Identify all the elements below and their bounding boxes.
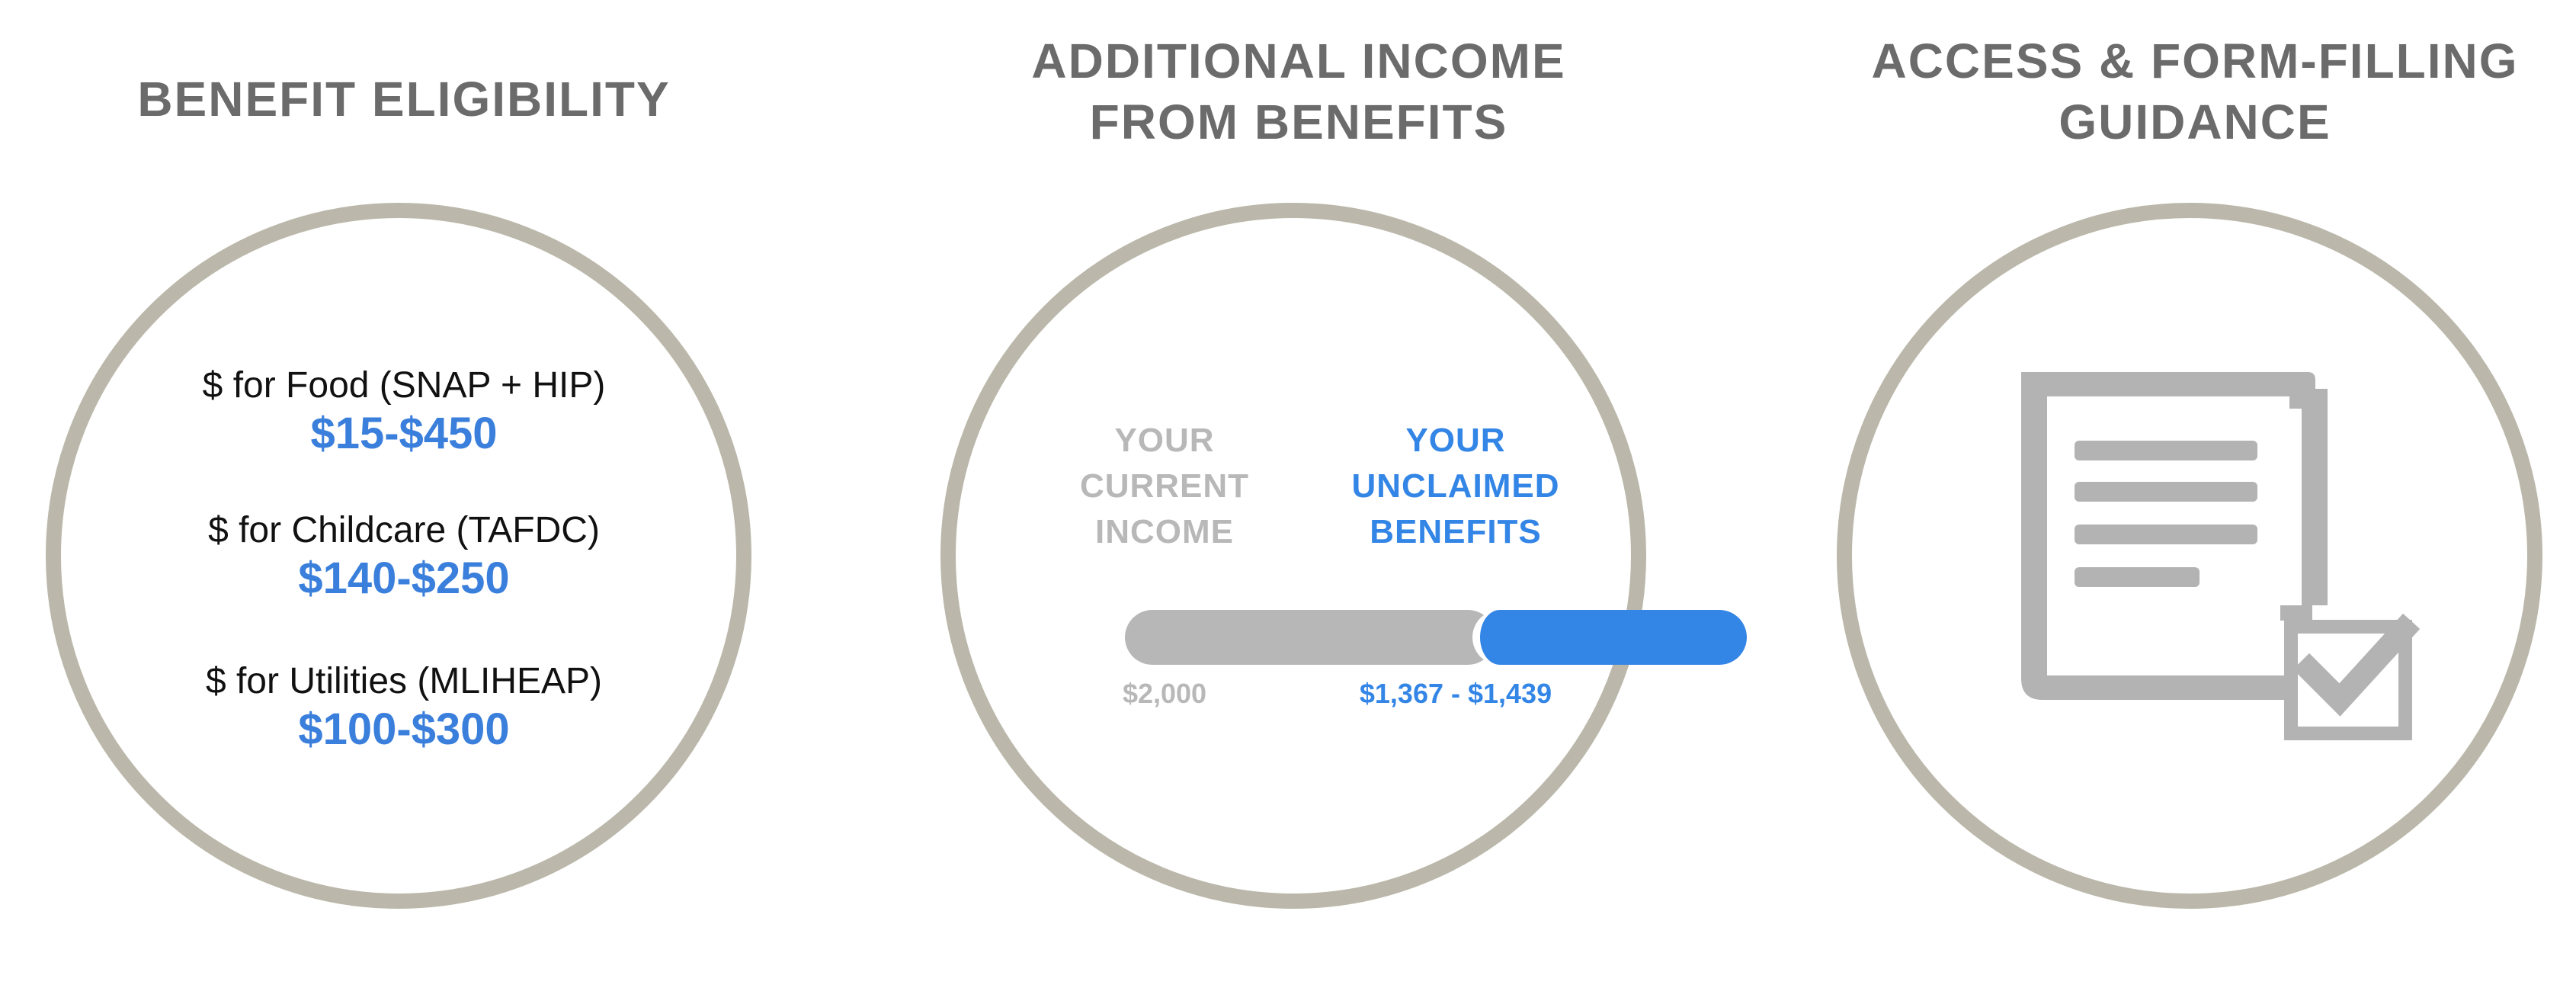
benefit-label: $ for Childcare (TAFDC): [208, 510, 600, 550]
document-line: [2075, 567, 2200, 587]
panel-title: ACCESS & FORM-FILLING GUIDANCE: [1871, 34, 2519, 149]
document-outline: [2021, 372, 2328, 700]
benefit-range: $140-$250: [298, 553, 510, 603]
benefit-label: $ for Food (SNAP + HIP): [202, 365, 606, 406]
document-line: [2075, 525, 2257, 544]
additional-income-panel: ADDITIONAL INCOME FROM BENEFITS YOUR CUR…: [918, 0, 1747, 985]
benefit-range: $15-$450: [310, 409, 498, 458]
benefit-food: $ for Food (SNAP + HIP) $15-$450: [23, 363, 785, 459]
checkbox-icon: [2284, 620, 2412, 740]
current-income-amount: $2,000: [1122, 678, 1207, 709]
benefit-childcare: $ for Childcare (TAFDC) $140-$250: [23, 508, 785, 604]
unclaimed-benefits-label: YOUR UNCLAIMED BENEFITS: [1351, 422, 1560, 550]
benefit-label: $ for Utilities (MLIHEAP): [205, 661, 603, 701]
current-income-bar: [1125, 610, 1495, 665]
document-checkmark-icon: [2021, 372, 2421, 740]
document-line: [2075, 482, 2257, 502]
benefit-utilities: $ for Utilities (MLIHEAP) $100-$300: [23, 659, 785, 755]
unclaimed-benefits-bar: [1472, 610, 1747, 665]
document-line: [2075, 441, 2257, 460]
unclaimed-benefits-amount: $1,367 - $1,439: [1359, 678, 1552, 709]
checkmark-icon: [2292, 613, 2421, 717]
panel-title: ADDITIONAL INCOME FROM BENEFITS: [1031, 34, 1566, 149]
benefit-eligibility-panel: BENEFIT ELIGIBILITY $ for Food (SNAP + H…: [23, 0, 785, 985]
benefit-range: $100-$300: [298, 704, 510, 754]
current-income-label: YOUR CURRENT INCOME: [1079, 422, 1250, 550]
income-ring: [940, 203, 1646, 909]
guidance-panel: ACCESS & FORM-FILLING GUIDANCE: [1814, 0, 2576, 985]
panel-title: BENEFIT ELIGIBILITY: [137, 72, 671, 127]
